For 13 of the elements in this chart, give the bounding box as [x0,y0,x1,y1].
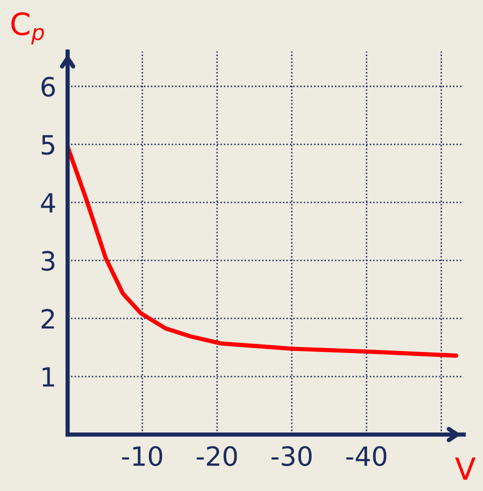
x-tick-label: -20 [196,446,237,466]
y-tick-label: 2 [42,308,54,329]
y-tick-label: 5 [42,135,54,155]
y-axis-title: C$_{p}$ [11,12,44,44]
line-series [68,144,458,358]
y-tick-label: 1 [42,367,54,387]
x-tick-label: -40 [346,446,386,466]
x-tick-label: -10 [122,446,162,466]
x-axis-title: V [455,457,476,480]
y-tick-label: 3 [42,250,54,271]
y-tick-label: 6 [42,76,55,97]
y-tick-label: 4 [41,193,56,212]
x-tick-label: -30 [272,446,312,466]
